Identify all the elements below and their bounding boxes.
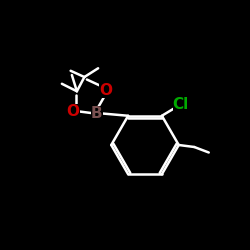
Text: Cl: Cl: [172, 97, 189, 112]
Text: O: O: [99, 83, 112, 98]
Text: O: O: [66, 104, 80, 119]
Text: B: B: [91, 106, 103, 121]
